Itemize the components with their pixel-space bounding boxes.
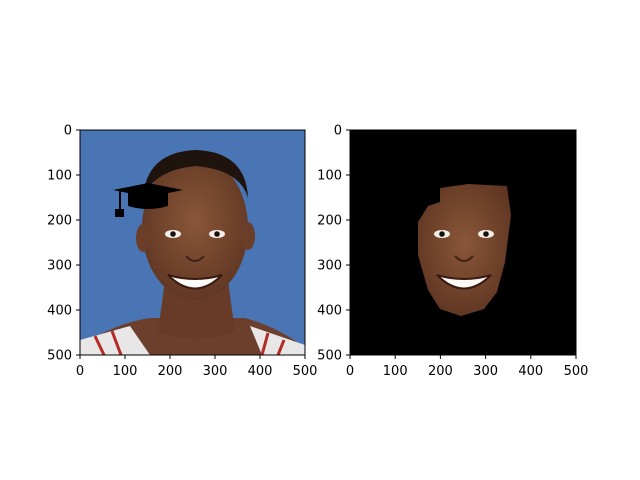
left-y-tick-label: 200 — [47, 214, 72, 229]
pupil-left — [170, 231, 176, 237]
right-axes-frame — [349, 129, 577, 356]
nose — [185, 255, 205, 262]
left-y-tick-label: 500 — [47, 349, 72, 364]
ear-left — [136, 224, 150, 252]
ear-right — [241, 222, 255, 250]
left-x-tick-label: 500 — [293, 364, 318, 379]
left-axes-frame — [79, 129, 306, 356]
masked-nose — [454, 255, 474, 262]
hair — [143, 150, 248, 200]
left-x-tick-label: 100 — [113, 364, 138, 379]
jersey — [80, 326, 305, 355]
left-y-tick-label: 400 — [47, 304, 72, 319]
right-y-tick-label: 100 — [317, 169, 342, 184]
jersey-stripes — [93, 330, 286, 355]
right-y-tick-label: 200 — [317, 214, 342, 229]
right-y-tick-label: 400 — [317, 304, 342, 319]
masked-pupil-right — [483, 231, 489, 237]
left-x-tick-label: 200 — [158, 364, 183, 379]
masked-pupil-left — [439, 231, 445, 237]
right-image-panel — [350, 130, 576, 355]
left-x-tick-label: 0 — [76, 364, 84, 379]
left-y-tick-label: 0 — [64, 124, 72, 139]
ticks-layer: 0 100 200 300 400 500 0 100 200 300 400 500 0 100 200 3… — [47, 124, 588, 380]
left-x-tick-label: 400 — [248, 364, 273, 379]
right-y-tick-label: 500 — [317, 349, 342, 364]
masked-face — [418, 184, 511, 316]
left-y-tick-label: 100 — [47, 169, 72, 184]
right-x-tick-label: 500 — [564, 364, 589, 379]
right-x-tick-label: 400 — [518, 364, 543, 379]
right-y-tick-label: 300 — [317, 259, 342, 274]
smile — [167, 274, 223, 290]
right-x-tick-label: 300 — [473, 364, 498, 379]
right-x-tick-label: 200 — [428, 364, 453, 379]
right-x-tick-label: 100 — [383, 364, 408, 379]
left-x-tick-label: 300 — [203, 364, 228, 379]
masked-smile — [436, 274, 492, 290]
left-y-tick-label: 300 — [47, 259, 72, 274]
right-x-tick-label: 0 — [346, 364, 354, 379]
left-image-panel — [80, 130, 305, 355]
pupil-right — [214, 231, 220, 237]
graduation-cap-icon — [113, 183, 183, 217]
right-y-tick-label: 0 — [334, 124, 342, 139]
